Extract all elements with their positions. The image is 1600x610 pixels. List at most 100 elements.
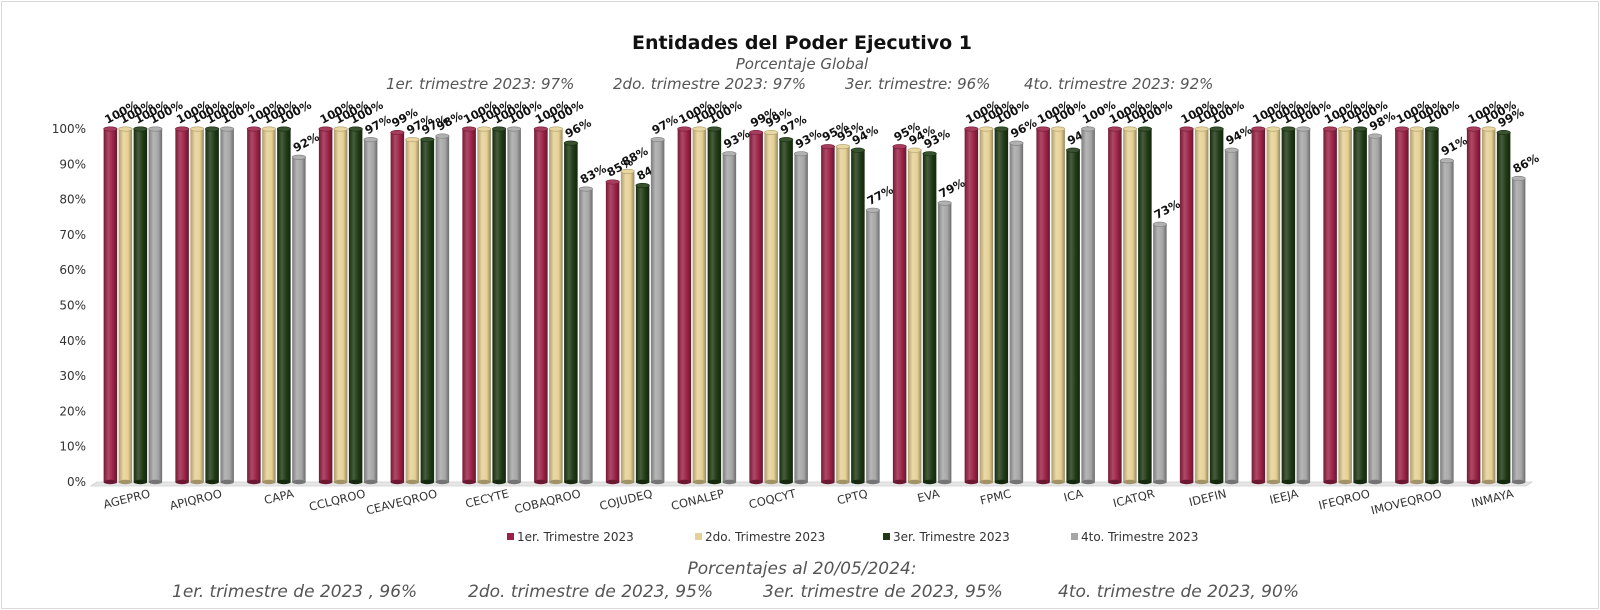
bar-base: [477, 479, 491, 485]
bar-base: [262, 479, 276, 485]
bar-base: [994, 479, 1009, 485]
bar-top: [333, 126, 348, 132]
bar: [979, 129, 994, 482]
bar-base: [1194, 479, 1209, 485]
bar: [1138, 129, 1152, 482]
data-label: 100%: [1424, 97, 1462, 126]
chart-floor: [89, 481, 1534, 487]
bar: [764, 132, 778, 482]
x-tick-label: INMAYA: [1470, 486, 1515, 510]
legend-swatch: [695, 533, 702, 540]
legend-swatch: [883, 533, 890, 540]
bar-base: [579, 479, 593, 485]
bar: [1368, 136, 1382, 482]
x-tick-label: COQCYT: [747, 486, 798, 511]
bar-top: [363, 137, 378, 143]
chart-title: Entidades del Poder Ejecutivo 1: [631, 32, 973, 54]
bar-base: [534, 479, 548, 485]
bar-top: [835, 144, 850, 150]
bar-top: [865, 207, 880, 213]
x-tick-label: CPTQ: [836, 486, 870, 507]
bar: [564, 143, 578, 482]
legend-swatch: [507, 533, 514, 540]
bar: [707, 129, 722, 482]
bar-top: [190, 126, 205, 132]
bar-base: [348, 479, 363, 485]
bar-top: [994, 126, 1009, 132]
bar: [1051, 129, 1065, 482]
bar-top: [677, 126, 692, 132]
bar-top: [1424, 126, 1439, 132]
bar-top: [907, 147, 922, 153]
bar-base: [1296, 479, 1311, 485]
bar-base: [549, 479, 563, 485]
y-tick-label: 40%: [59, 334, 86, 348]
bar-base: [1511, 479, 1526, 485]
bar-base: [507, 479, 521, 485]
y-tick-label: 80%: [59, 193, 86, 207]
bar-base: [1353, 479, 1367, 485]
bar-top: [1179, 126, 1194, 132]
bar-top: [246, 126, 261, 132]
y-tick-label: 10%: [59, 440, 86, 454]
data-label: 86%: [1510, 151, 1541, 177]
bar-base: [247, 479, 261, 485]
bar: [749, 132, 763, 482]
footer-q3: 3er. trimestre de 2023, 95%: [763, 582, 1003, 602]
bar-base: [1466, 479, 1481, 485]
bar: [534, 129, 548, 482]
bar-base: [1179, 479, 1194, 485]
bar-top: [1368, 133, 1383, 139]
bar-top: [922, 151, 937, 157]
bar-top: [507, 126, 522, 132]
bar-top: [563, 140, 578, 146]
bar-base: [1266, 479, 1281, 485]
bar: [477, 129, 491, 482]
x-tick-label: ICA: [1062, 486, 1084, 504]
bar-top: [1266, 126, 1281, 132]
x-tick-label: IEEJA: [1268, 486, 1300, 507]
data-label: 79%: [936, 175, 967, 201]
bar-base: [103, 479, 118, 485]
y-tick-label: 50%: [59, 299, 86, 313]
bar: [492, 129, 506, 482]
x-tick-label: IFEQROO: [1317, 486, 1371, 512]
bar-top: [1409, 126, 1424, 132]
bar-top: [492, 126, 507, 132]
bar-top: [1496, 130, 1511, 136]
bar-base: [1051, 479, 1065, 485]
bar: [133, 129, 148, 482]
bar-base: [794, 479, 808, 485]
footer-q2: 2do. trimestre de 2023, 95%: [468, 582, 714, 602]
data-label: 100%: [1137, 97, 1175, 126]
bar: [1353, 129, 1367, 482]
y-tick-label: 60%: [59, 263, 86, 277]
bar-base: [620, 479, 635, 485]
bar: [836, 146, 850, 482]
bar-base: [937, 479, 952, 485]
bar-base: [148, 479, 163, 485]
bar-base: [1009, 479, 1024, 485]
bar: [175, 129, 189, 482]
bar-base: [1066, 479, 1080, 485]
x-tick-label: COJUDEQ: [598, 486, 654, 513]
legend-label: 2do. Trimestre 2023: [705, 530, 825, 544]
bar-base: [707, 479, 722, 485]
bar-base: [1036, 479, 1050, 485]
bar: [1081, 129, 1095, 482]
bar: [1009, 143, 1024, 482]
bar-top: [1122, 126, 1137, 132]
bar: [205, 129, 219, 482]
bar-top: [1323, 126, 1338, 132]
bar-top: [605, 179, 620, 185]
bar: [1496, 132, 1511, 482]
data-label: 100%: [276, 97, 314, 126]
bar-top: [892, 144, 907, 150]
bar-base: [363, 479, 378, 485]
bar-base: [722, 479, 737, 485]
bar-base: [605, 479, 620, 485]
bar-base: [650, 479, 665, 485]
legend-label: 4to. Trimestre 2023: [1081, 530, 1198, 544]
bar-top: [722, 151, 737, 157]
bar: [677, 129, 692, 482]
